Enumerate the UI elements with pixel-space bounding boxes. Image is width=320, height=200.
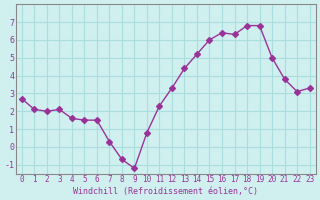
X-axis label: Windchill (Refroidissement éolien,°C): Windchill (Refroidissement éolien,°C) — [73, 187, 258, 196]
